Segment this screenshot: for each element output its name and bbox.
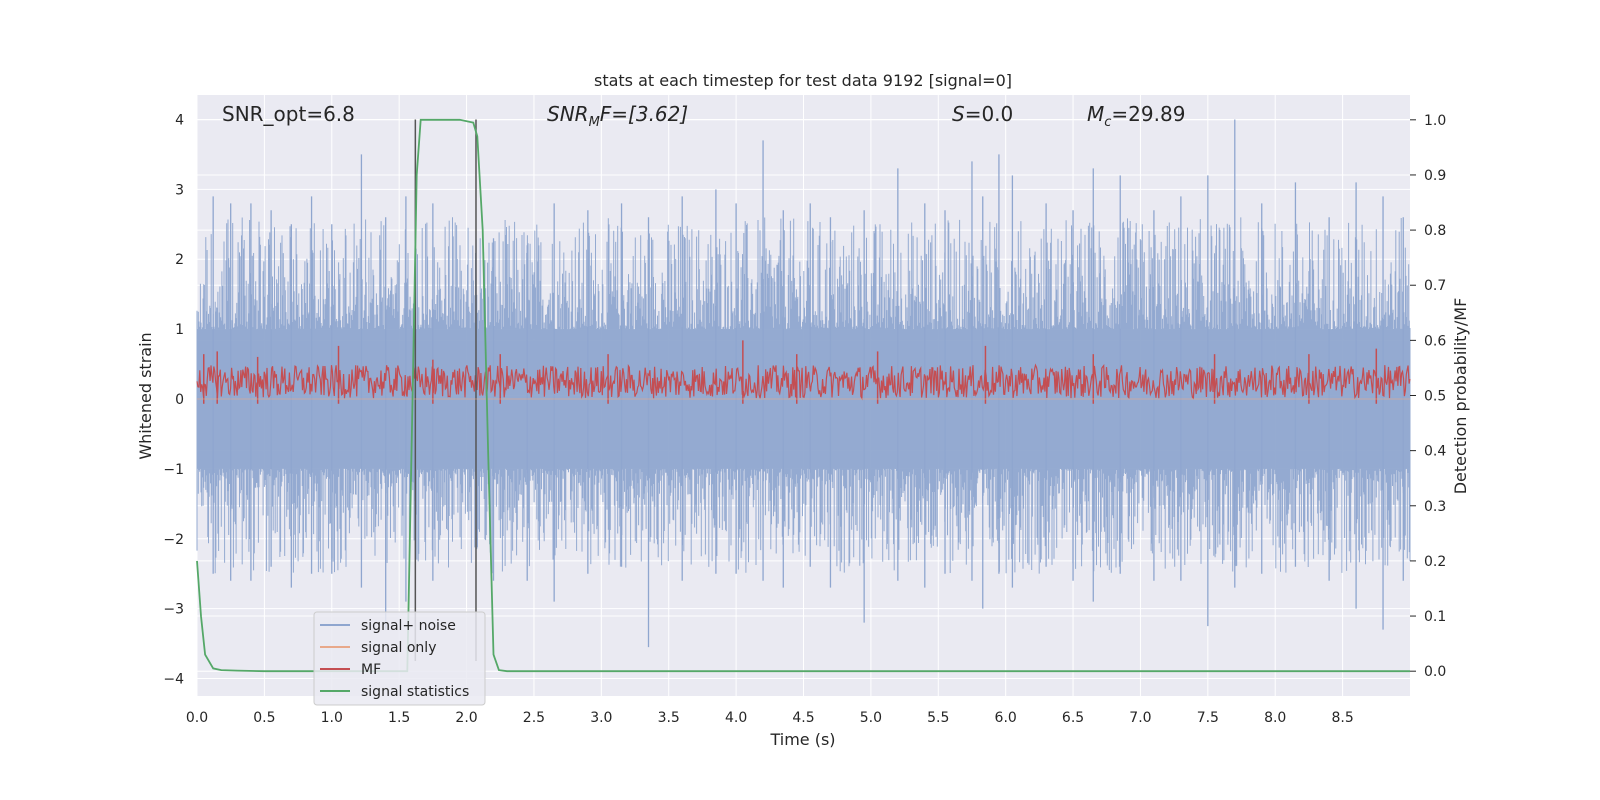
y-tick-label: 2 xyxy=(175,252,184,268)
y-tick-label: −3 xyxy=(163,602,184,618)
chart-title: stats at each timestep for test data 919… xyxy=(594,71,1012,90)
y2-tick-label: 0.7 xyxy=(1424,278,1446,294)
y2-axis-label: Detection probability/MF xyxy=(1451,298,1470,495)
x-tick-label: 4.5 xyxy=(792,710,814,726)
signal-statistics-series xyxy=(196,118,1410,673)
x-tick-label: 5.5 xyxy=(927,710,949,726)
signal-noise-series xyxy=(196,119,1411,648)
mf-series xyxy=(196,340,1411,404)
y-tick-label: 3 xyxy=(175,182,184,198)
y2-tick-label: 0.8 xyxy=(1424,223,1446,239)
x-tick-label: 8.5 xyxy=(1331,710,1353,726)
y2-tick-label: 0.9 xyxy=(1424,168,1446,184)
legend-label-signal-statistics: signal statistics xyxy=(361,684,469,700)
x-tick-label: 0.5 xyxy=(253,710,275,726)
y-axis-label: Whitened strain xyxy=(136,332,155,459)
x-tick-label: 3.0 xyxy=(590,710,612,726)
snr-opt-annotation: SNR_opt=6.8 xyxy=(222,102,355,126)
y2-tick-label: 0.3 xyxy=(1424,499,1446,515)
y-tick-label: −4 xyxy=(163,672,184,688)
y-tick-label: 4 xyxy=(175,112,184,128)
x-tick-label: 6.0 xyxy=(995,710,1017,726)
x-tick-labels: 0.0 0.5 1.0 1.5 2.0 2.5 3.0 3.5 4.0 4.5 5.0 5.5 6.0 6… xyxy=(186,710,1354,726)
legend-label-signal-noise: signal+ noise xyxy=(361,618,456,634)
legend-label-signal-only: signal only xyxy=(361,640,436,656)
y-tick-label: 0 xyxy=(175,392,184,408)
x-tick-label: 7.5 xyxy=(1197,710,1219,726)
y2-tick-label: 0.6 xyxy=(1424,333,1446,349)
s-annotation: S=0.0 xyxy=(952,102,1013,126)
x-tick-label: 7.0 xyxy=(1129,710,1151,726)
y-tick-label: −2 xyxy=(163,532,184,548)
legend-box xyxy=(313,611,486,706)
y2-tick-label: 0.2 xyxy=(1424,554,1446,570)
legend-label-mf: MF xyxy=(361,662,381,678)
y2-tick-labels: 1.0 0.9 0.8 0.7 0.6 0.5 0.4 0.3 0.2 0.1 0.0 xyxy=(1410,113,1446,680)
y-tick-labels: 4 3 2 1 0 −1 −2 −3 −4 xyxy=(163,112,184,687)
y2-tick-label: 0.1 xyxy=(1424,609,1446,625)
x-tick-label: 4.0 xyxy=(725,710,747,726)
y-tick-label: 1 xyxy=(175,322,184,338)
legend: signal+ noise signal only MF signal stat… xyxy=(313,611,486,706)
y2-tick-label: 0.0 xyxy=(1424,664,1446,680)
y2-tick-label: 0.5 xyxy=(1424,389,1446,405)
x-tick-label: 3.5 xyxy=(658,710,680,726)
x-tick-label: 5.0 xyxy=(860,710,882,726)
y2-tick-label: 0.4 xyxy=(1424,444,1446,460)
x-tick-label: 0.0 xyxy=(186,710,208,726)
x-tick-label: 1.0 xyxy=(321,710,343,726)
y2-tick-label: 1.0 xyxy=(1424,113,1446,129)
x-tick-label: 6.5 xyxy=(1062,710,1084,726)
x-tick-label: 1.5 xyxy=(388,710,410,726)
x-tick-label: 8.0 xyxy=(1264,710,1286,726)
y-tick-label: −1 xyxy=(163,462,184,478)
x-tick-label: 2.5 xyxy=(523,710,545,726)
mf-trace xyxy=(196,363,1411,401)
x-tick-label: 2.0 xyxy=(455,710,477,726)
signal-statistics-line xyxy=(196,118,1410,673)
x-axis-label: Time (s) xyxy=(769,730,835,749)
mc-annotation: Mc=29.89 xyxy=(1087,102,1185,130)
snr-mf-annotation: SNRMF=[3.62] xyxy=(547,102,688,130)
